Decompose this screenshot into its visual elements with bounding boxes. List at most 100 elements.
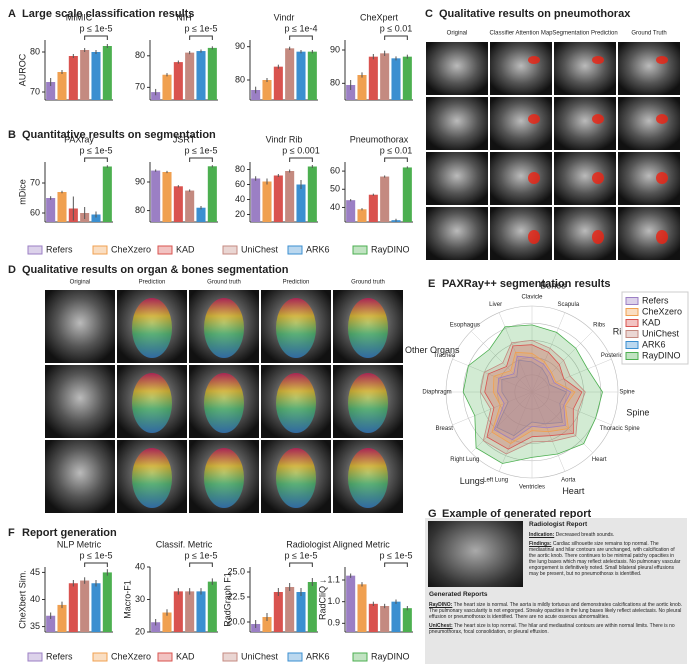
bar xyxy=(196,51,206,100)
bar xyxy=(185,190,195,222)
y-tick-label: 22.5 xyxy=(227,591,245,601)
legend-swatch xyxy=(625,319,639,327)
axis-label: Liver xyxy=(489,302,502,308)
overlay xyxy=(656,114,668,124)
legend-swatch xyxy=(625,330,639,338)
bar xyxy=(57,604,67,632)
overlay xyxy=(592,230,604,244)
overlay xyxy=(592,172,604,184)
bar xyxy=(262,181,272,222)
xray-image xyxy=(45,440,115,513)
legend-label: KAD xyxy=(176,651,195,661)
group-label: Heart xyxy=(562,486,585,496)
xray-image xyxy=(618,42,680,95)
annotation: p ≤ 1e-5 xyxy=(80,550,113,560)
legend-label: Refers xyxy=(46,244,73,254)
legend-swatch xyxy=(157,652,173,662)
legend-label: RayDINO xyxy=(642,350,681,360)
y-tick-label: 20 xyxy=(135,626,145,636)
y-tick-label: 35 xyxy=(30,621,40,631)
panel-title: Quantitative results on segmentation xyxy=(22,129,216,141)
xray-image xyxy=(554,207,616,260)
legend-swatch xyxy=(625,352,639,360)
significance-bracket xyxy=(289,562,313,567)
legend-swatch xyxy=(352,245,368,255)
significance-bracket xyxy=(84,35,108,40)
y-axis-label: RadGraph F1 xyxy=(222,572,232,627)
xray-image xyxy=(554,97,616,150)
bar xyxy=(296,184,306,222)
bar xyxy=(173,62,183,100)
text: The heart size is normal. The aorta is m… xyxy=(429,602,683,620)
group-label: Lungs xyxy=(460,476,485,486)
bar xyxy=(357,209,367,222)
chart-title: Pneumothorax xyxy=(350,134,409,144)
bar xyxy=(173,591,183,632)
xray-image xyxy=(618,152,680,205)
y-tick-label: 70 xyxy=(30,86,40,96)
panel-title: PAXRay++ segmentation results xyxy=(442,278,611,290)
bar xyxy=(307,51,317,100)
annotation: p ≤ 0.001 xyxy=(282,145,319,155)
bar xyxy=(102,46,112,100)
annotation: p ≤ 0.01 xyxy=(380,23,412,33)
legend-swatch xyxy=(27,652,43,662)
y-tick-label: 40 xyxy=(135,561,145,571)
column-header: Prediction xyxy=(283,280,310,286)
xray-image xyxy=(426,42,488,95)
radar-series xyxy=(484,344,583,450)
legend-swatch xyxy=(625,308,639,316)
axis-label: Thoracic Spine xyxy=(600,426,641,432)
y-tick-label: 80 xyxy=(135,50,145,60)
axis-label: Diaphragm xyxy=(422,390,451,396)
chart-title: NLP Metric xyxy=(57,539,102,549)
chart-title: NIH xyxy=(176,12,192,22)
bar xyxy=(368,194,378,222)
bar xyxy=(402,167,412,222)
axis-label: Right Lung xyxy=(450,457,479,463)
y-tick-label: 80 xyxy=(135,205,145,215)
bar xyxy=(185,591,195,632)
bar xyxy=(346,575,356,632)
text: The heart size is top normal. The hilar … xyxy=(429,623,675,635)
significance-bracket xyxy=(84,562,108,567)
bar xyxy=(391,601,401,632)
spoke xyxy=(531,358,612,393)
radiologist-report: Radiologist Report Indication: Decreased… xyxy=(529,521,681,580)
bar xyxy=(68,56,78,100)
y-tick-label: 70 xyxy=(30,177,40,187)
y-tick-label: 70 xyxy=(135,82,145,92)
spoke xyxy=(531,391,612,426)
legend-label: KAD xyxy=(642,317,661,327)
radar-series xyxy=(496,359,567,437)
y-tick-label: 90 xyxy=(135,176,145,186)
bar xyxy=(46,82,56,100)
annotation: p ≤ 1e-5 xyxy=(80,145,113,155)
chart-title: PAXray xyxy=(64,134,94,144)
label: UniChest: xyxy=(429,623,453,629)
xray-image xyxy=(554,152,616,205)
bar xyxy=(46,615,56,632)
group-label: Bones xyxy=(540,280,566,290)
label: RayDINO: xyxy=(429,602,453,608)
y-tick-label: 40 xyxy=(330,202,340,212)
y-tick-label: 40 xyxy=(235,194,245,204)
bar xyxy=(262,617,272,632)
segmentation-overlay xyxy=(204,298,244,358)
bar xyxy=(57,192,67,222)
bar xyxy=(273,592,283,632)
column-header: Original xyxy=(70,280,91,286)
bar xyxy=(368,56,378,100)
chart-title: JSRT xyxy=(173,134,196,144)
generated-reports: Generated Reports RayDINO: The heart siz… xyxy=(429,591,683,638)
axis-label: Heart xyxy=(592,457,607,463)
column-header: Prediction xyxy=(139,280,166,286)
legend-label: ARK6 xyxy=(306,651,330,661)
y-tick-label: 60 xyxy=(30,207,40,217)
subtitle: Radiologist Aligned Metric xyxy=(286,539,390,549)
spoke xyxy=(471,391,533,453)
xray-image xyxy=(490,152,552,205)
segmentation-overlay xyxy=(276,448,316,508)
xray-image xyxy=(618,97,680,150)
